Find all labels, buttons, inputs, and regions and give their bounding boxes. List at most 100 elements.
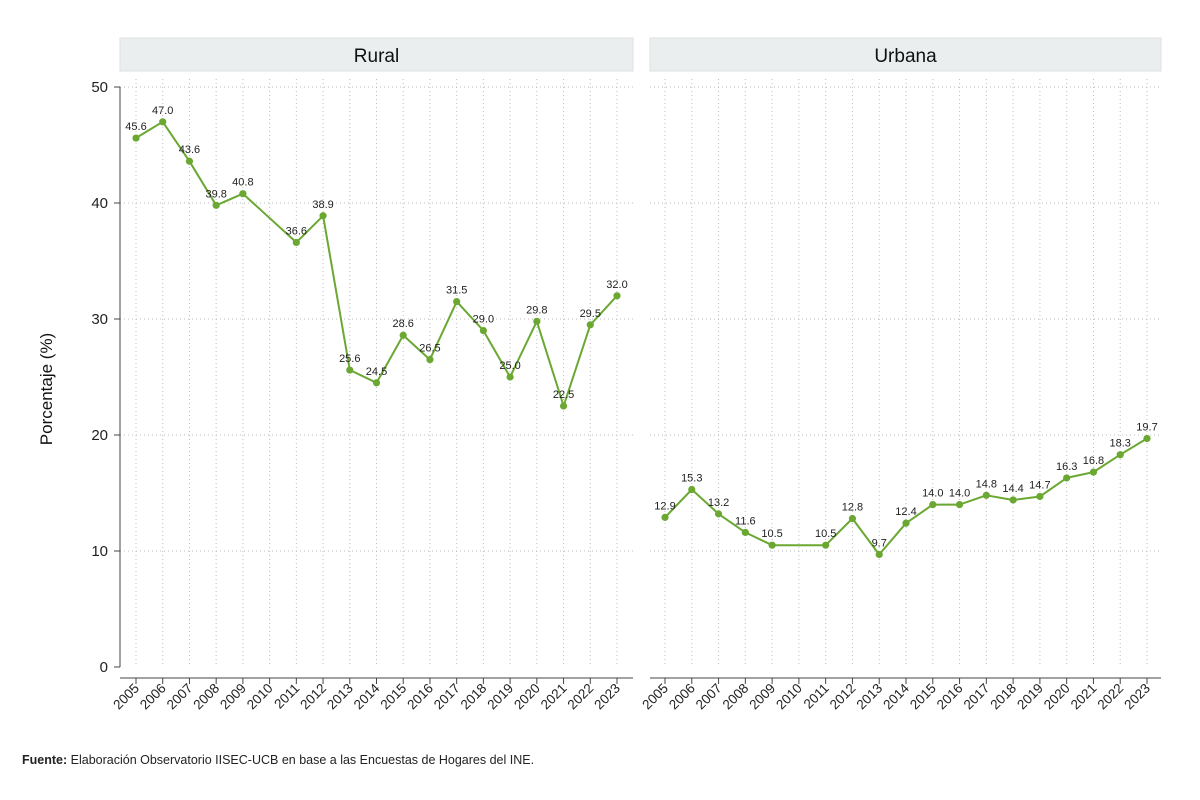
data-label: 15.3 bbox=[681, 473, 702, 485]
data-point bbox=[426, 356, 434, 364]
data-point bbox=[955, 501, 964, 509]
x-tick-label: 2010 bbox=[244, 681, 276, 713]
data-point bbox=[1089, 468, 1098, 476]
data-point bbox=[929, 501, 937, 509]
data-label: 43.6 bbox=[179, 144, 200, 156]
data-point bbox=[346, 366, 354, 374]
data-point bbox=[1143, 434, 1151, 443]
data-label: 14.0 bbox=[922, 488, 943, 500]
panel-title: Urbana bbox=[874, 46, 937, 67]
x-tick-label: 2021 bbox=[538, 681, 570, 713]
data-label: 14.7 bbox=[1029, 479, 1050, 491]
x-tick-label: 2010 bbox=[773, 681, 805, 713]
y-tick-label: 30 bbox=[91, 311, 108, 328]
data-label: 36.6 bbox=[286, 225, 307, 237]
x-tick-label: 2008 bbox=[190, 681, 222, 713]
data-label: 29.0 bbox=[473, 314, 494, 326]
x-tick-label: 2015 bbox=[907, 681, 939, 713]
data-point bbox=[159, 118, 167, 126]
data-label: 13.2 bbox=[708, 497, 729, 509]
data-label: 14.0 bbox=[949, 488, 970, 500]
panel-urbana: Urbana2005200620072008200920102011201220… bbox=[639, 37, 1162, 713]
data-label: 16.3 bbox=[1056, 461, 1077, 473]
data-point bbox=[661, 513, 669, 521]
x-tick-label: 2011 bbox=[801, 681, 832, 712]
data-label: 24.5 bbox=[366, 366, 387, 378]
data-label: 10.5 bbox=[815, 528, 836, 540]
data-point bbox=[1009, 496, 1017, 504]
data-point bbox=[132, 134, 140, 142]
data-label: 10.5 bbox=[761, 528, 782, 540]
data-point bbox=[292, 238, 300, 247]
x-tick-label: 2006 bbox=[137, 681, 169, 713]
panel-strip bbox=[649, 37, 1162, 72]
x-tick-label: 2021 bbox=[1068, 681, 1100, 713]
data-label: 12.9 bbox=[654, 500, 675, 512]
x-tick-label: 2023 bbox=[1121, 681, 1153, 713]
series-line bbox=[135, 120, 618, 407]
source-text: Elaboración Observatorio IISEC-UCB en ba… bbox=[70, 753, 535, 767]
x-tick-label: 2022 bbox=[1094, 681, 1126, 713]
x-tick-label: 2007 bbox=[693, 681, 725, 713]
data-point bbox=[559, 402, 568, 410]
x-tick-label: 2018 bbox=[458, 681, 490, 713]
x-tick-label: 2017 bbox=[961, 681, 993, 713]
source-note: Fuente: Elaboración Observatorio IISEC-U… bbox=[22, 753, 534, 767]
y-axis-title: Porcentaje (%) bbox=[37, 333, 56, 445]
data-label: 26.5 bbox=[419, 343, 440, 355]
x-tick-label: 2019 bbox=[484, 681, 516, 713]
data-label: 47.0 bbox=[152, 105, 173, 117]
data-label: 38.9 bbox=[312, 199, 333, 211]
x-tick-label: 2011 bbox=[271, 681, 302, 712]
data-label: 16.8 bbox=[1083, 455, 1104, 467]
data-label: 18.3 bbox=[1110, 438, 1131, 450]
data-label: 12.4 bbox=[895, 506, 916, 518]
x-tick-label: 2005 bbox=[639, 681, 671, 713]
data-point bbox=[741, 528, 749, 537]
data-point bbox=[586, 321, 594, 329]
x-tick-label: 2020 bbox=[1041, 681, 1073, 713]
x-tick-label: 2016 bbox=[404, 681, 436, 713]
x-tick-label: 2016 bbox=[934, 681, 966, 713]
x-tick-label: 2018 bbox=[987, 681, 1019, 713]
data-point bbox=[902, 519, 910, 527]
data-point bbox=[875, 550, 883, 559]
data-label: 45.6 bbox=[125, 121, 146, 133]
data-point bbox=[319, 212, 327, 220]
data-label: 32.0 bbox=[606, 279, 627, 291]
data-point bbox=[372, 379, 381, 387]
data-label: 25.6 bbox=[339, 353, 360, 365]
x-tick-label: 2022 bbox=[565, 681, 597, 713]
data-label: 25.0 bbox=[499, 360, 520, 372]
x-tick-label: 2017 bbox=[431, 681, 463, 713]
data-point bbox=[1063, 474, 1071, 482]
data-point bbox=[1116, 451, 1124, 459]
x-tick-label: 2023 bbox=[591, 681, 623, 713]
data-point bbox=[185, 157, 194, 165]
series-line bbox=[664, 437, 1148, 556]
x-tick-label: 2020 bbox=[511, 681, 543, 713]
data-point bbox=[822, 541, 830, 549]
x-tick-label: 2014 bbox=[351, 680, 383, 712]
x-tick-label: 2008 bbox=[720, 681, 752, 713]
panel-rural: Rural20052006200720082009201020112012201… bbox=[110, 37, 634, 713]
data-point bbox=[613, 292, 621, 300]
panel-title: Rural bbox=[354, 46, 399, 67]
data-label: 22.5 bbox=[553, 389, 574, 401]
y-tick-label: 0 bbox=[100, 659, 108, 676]
data-point bbox=[1036, 492, 1044, 501]
data-label: 19.7 bbox=[1136, 421, 1157, 433]
data-point bbox=[848, 514, 857, 523]
data-label: 9.7 bbox=[872, 537, 887, 549]
x-tick-label: 2015 bbox=[377, 681, 409, 713]
data-label: 11.6 bbox=[735, 515, 756, 527]
x-tick-label: 2009 bbox=[746, 681, 778, 713]
data-label: 40.8 bbox=[232, 177, 253, 189]
data-point bbox=[533, 317, 541, 325]
source-label: Fuente: bbox=[22, 753, 68, 767]
panel-strip bbox=[119, 37, 634, 72]
y-tick-label: 40 bbox=[91, 195, 108, 212]
x-tick-label: 2009 bbox=[217, 681, 249, 713]
x-tick-label: 2005 bbox=[110, 681, 142, 713]
